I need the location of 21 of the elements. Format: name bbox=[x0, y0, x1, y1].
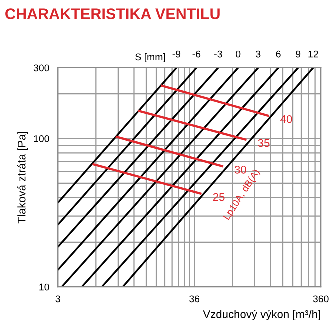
series-label: 9 bbox=[296, 50, 301, 58]
series-label: -6 bbox=[192, 50, 201, 58]
y-tick-label: 10 bbox=[40, 284, 50, 291]
series-label: 12 bbox=[308, 50, 318, 58]
series-label: -9 bbox=[172, 50, 181, 58]
x-tick-label: 36 bbox=[190, 296, 200, 303]
series-label: 3 bbox=[256, 50, 261, 58]
x-axis-title: Vzduchový výkon [m³/h] bbox=[203, 310, 320, 321]
text: S [mm] bbox=[136, 53, 166, 62]
series-label: 35 bbox=[258, 139, 270, 148]
series-label: 40 bbox=[280, 115, 292, 124]
y-tick-label: 100 bbox=[34, 135, 50, 142]
series-label: 25 bbox=[213, 193, 225, 202]
series-label: 0 bbox=[236, 50, 241, 58]
y-tick-label: 300 bbox=[34, 64, 50, 72]
series-label: 6 bbox=[276, 50, 281, 58]
y-axis-title: Tlaková ztráta [Pa] bbox=[17, 132, 28, 224]
x-tick-label: 360 bbox=[313, 296, 329, 303]
series-label: -3 bbox=[214, 50, 222, 58]
x-tick-label: 3 bbox=[56, 296, 60, 303]
chart-title: CHARAKTERISTIKA VENTILU bbox=[6, 8, 220, 20]
